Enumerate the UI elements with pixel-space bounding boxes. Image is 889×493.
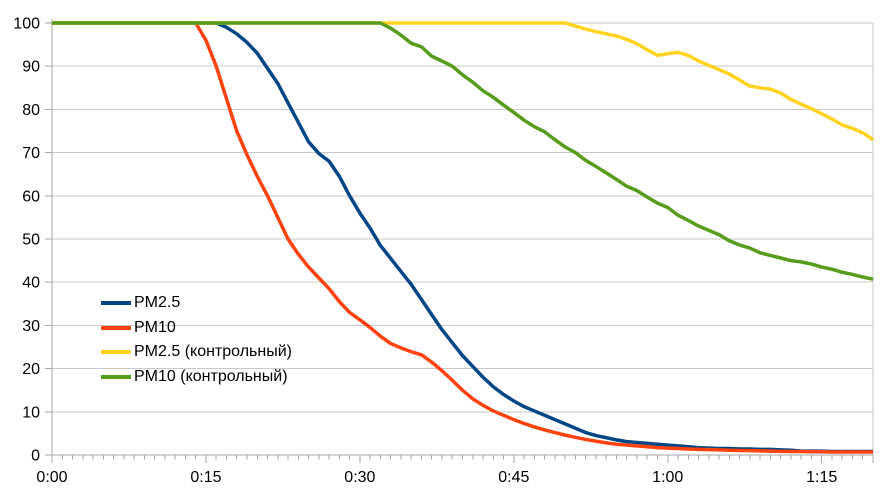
y-axis-tick-label: 20 — [22, 361, 40, 378]
y-axis-tick-label: 40 — [22, 275, 40, 292]
legend-item-pm25: PM2.5 — [101, 291, 292, 316]
y-axis-tick-label: 80 — [22, 102, 40, 119]
legend-line-swatch-pm25 — [101, 301, 131, 306]
legend-label: PM10 (контрольный) — [134, 367, 288, 385]
legend-label: PM2.5 (контрольный) — [134, 343, 292, 361]
y-axis-tick-label: 30 — [22, 318, 40, 335]
x-axis-tick-label: 0:15 — [190, 469, 221, 486]
y-axis-tick-label: 50 — [22, 232, 40, 249]
x-axis-tick-label: 1:00 — [652, 469, 683, 486]
y-axis-tick-label: 100 — [13, 16, 40, 33]
legend-line-swatch-pm10 — [101, 325, 131, 330]
legend-item-pm10-control: PM10 (контрольный) — [101, 365, 292, 390]
y-axis-tick-label: 0 — [31, 448, 40, 465]
legend-label: PM10 — [134, 318, 176, 336]
x-axis-tick-label: 0:30 — [344, 469, 375, 486]
legend-label: PM2.5 — [134, 294, 181, 312]
series-line-2 — [52, 21, 874, 142]
legend-item-pm10: PM10 — [101, 316, 292, 341]
y-axis-tick-label: 60 — [22, 188, 40, 205]
legend-item-pm25-control: PM2.5 (контрольный) — [101, 340, 292, 365]
y-axis-tick-label: 70 — [22, 145, 40, 162]
y-axis-tick-label: 90 — [22, 59, 40, 76]
legend-line-swatch-pm25-control — [101, 350, 131, 355]
y-axis-tick-label: 10 — [22, 404, 40, 421]
series-line-3 — [52, 21, 874, 281]
legend-line-swatch-pm10-control — [101, 374, 131, 379]
x-axis-tick-label: 0:00 — [36, 469, 67, 486]
x-axis-tick-label: 1:15 — [806, 469, 837, 486]
legend: PM2.5 PM10 PM2.5 (контрольный) PM10 (кон… — [101, 291, 292, 389]
x-axis-tick-label: 0:45 — [498, 469, 529, 486]
